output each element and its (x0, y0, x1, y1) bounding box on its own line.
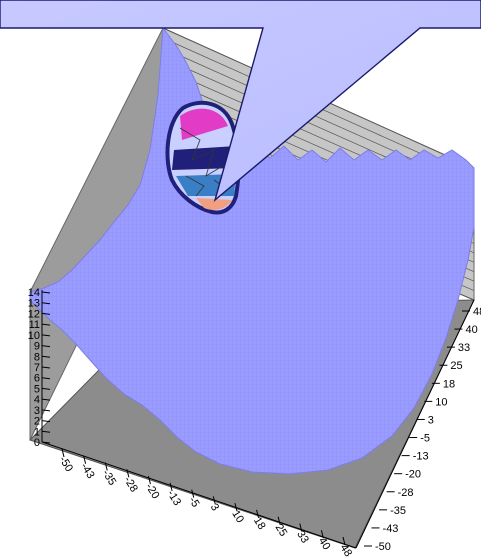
z-tick-mark (41, 312, 51, 315)
y-tick-label: -28 (398, 487, 414, 499)
z-tick-mark (41, 430, 51, 433)
x-tick-mark (342, 536, 346, 546)
x-tick-label: 25 (273, 522, 290, 539)
x-tick-mark (299, 523, 303, 532)
z-tick-mark (41, 355, 51, 358)
x-tick-mark (256, 509, 260, 519)
z-tick-label: 7 (34, 362, 40, 374)
z-tick-label: 9 (34, 341, 40, 353)
y-tick-label: 10 (435, 396, 447, 408)
x-tick-mark (277, 516, 281, 525)
x-tick-label: 18 (251, 515, 268, 532)
z-tick-mark (41, 398, 51, 401)
x-tick-label: -13 (165, 488, 184, 508)
z-tick-label: 11 (29, 319, 40, 331)
x-tick-label: -50 (56, 454, 75, 474)
z-tick-mark (41, 387, 51, 390)
x-axis-ticks: -50 -43 -35 -28 -20 -13 -5 310 18 25 33 40 48 (56, 448, 354, 559)
z-tick-label: 10 (28, 330, 40, 342)
z-tick-label: 0 (34, 437, 40, 449)
z-tick-mark (41, 334, 51, 337)
x-axis-line (41, 441, 357, 549)
z-tick-label: 1 (34, 426, 40, 438)
x-tick-label: 3 (208, 502, 221, 514)
z-tick-mark (41, 366, 51, 369)
x-tick-label: 10 (229, 508, 246, 525)
z-tick-label: 3 (34, 405, 40, 417)
x-tick-label: 48 (337, 542, 354, 559)
z-tick-label: 2 (34, 416, 40, 428)
y-tick-label: -20 (405, 469, 421, 481)
z-tick-mark (41, 291, 51, 294)
x-tick-mark (234, 503, 238, 512)
y-tick-label: -5 (420, 433, 430, 445)
z-tick-mark (41, 420, 51, 423)
z-tick-label: 4 (34, 394, 40, 406)
y-tick-label: 40 (465, 324, 477, 336)
x-tick-mark (191, 489, 195, 498)
z-tick-mark (41, 323, 51, 326)
x-tick-label: -5 (186, 495, 201, 510)
y-tick-label: -13 (413, 451, 429, 463)
x-tick-mark (104, 462, 108, 471)
x-tick-mark (147, 475, 151, 485)
z-tick-label: 14 (28, 287, 40, 299)
y-tick-label: -35 (390, 505, 406, 517)
z-tick-label: 8 (34, 351, 40, 363)
y-tick-label: 25 (450, 360, 462, 372)
magnifier-callout (0, 0, 481, 202)
x-tick-mark (61, 448, 65, 458)
z-tick-mark (41, 377, 51, 380)
x-tick-label: -35 (100, 468, 119, 488)
x-tick-mark (320, 530, 324, 539)
x-tick-label: -28 (121, 475, 140, 495)
y-tick-label: 3 (428, 414, 434, 426)
y-tick-label: 48 (473, 306, 481, 318)
y-axis-line (355, 299, 475, 549)
x-tick-label: 40 (316, 535, 333, 552)
z-tick-label: 12 (28, 308, 40, 320)
z-tick-mark (41, 441, 51, 444)
z-tick-label: 5 (34, 383, 40, 395)
x-tick-mark (169, 482, 173, 491)
y-tick-label: -43 (383, 523, 399, 535)
y-tick-label: -50 (375, 541, 391, 553)
y-axis-ticks: 48 40 33 25 18 103 -5 -13 -20 -28 -35 -43 -50 (364, 306, 481, 553)
z-tick-mark (41, 345, 51, 348)
x-tick-label: 33 (294, 529, 311, 546)
x-tick-mark (83, 455, 87, 464)
x-tick-label: -20 (143, 481, 162, 501)
z-tick-label: 6 (34, 373, 40, 385)
y-tick-label: 18 (443, 378, 455, 390)
x-tick-label: -43 (78, 461, 97, 481)
x-tick-mark (212, 496, 216, 505)
z-tick-label: 13 (28, 298, 40, 310)
x-tick-mark (126, 469, 130, 478)
z-tick-mark (41, 302, 51, 305)
y-tick-label: 33 (458, 342, 470, 354)
surface-mesh (29, 26, 475, 475)
z-tick-mark (41, 409, 51, 412)
